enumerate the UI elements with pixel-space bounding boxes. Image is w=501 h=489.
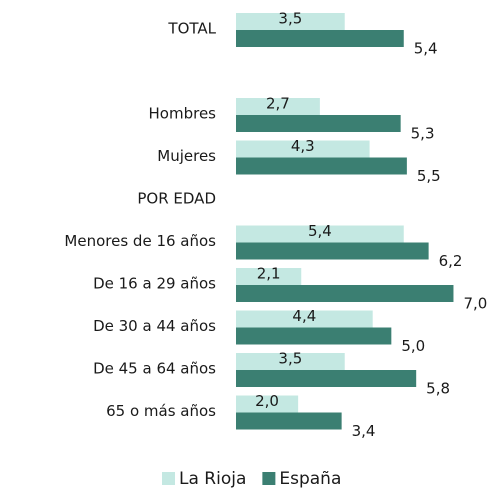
bar	[236, 242, 429, 260]
bar	[236, 268, 302, 285]
bar	[236, 395, 299, 413]
value-label: 5,5	[417, 167, 441, 185]
bar	[236, 412, 342, 430]
bar	[236, 353, 345, 370]
category-label: De 30 a 44 años	[93, 317, 216, 335]
bar	[236, 225, 404, 243]
value-label: 2,1	[257, 265, 281, 283]
value-label: 5,4	[414, 40, 438, 58]
bar	[236, 285, 454, 302]
value-label: 5,8	[426, 380, 450, 398]
value-label: 3,5	[278, 350, 302, 368]
category-label: Menores de 16 años	[64, 232, 216, 250]
value-label: 5,3	[411, 125, 435, 143]
value-label: 5,0	[401, 337, 425, 355]
legend-label: La Rioja	[179, 469, 246, 489]
bar	[236, 370, 417, 387]
category-label: 65 o más años	[106, 402, 216, 420]
value-label: 3,5	[278, 10, 302, 28]
value-label: 3,4	[352, 422, 376, 440]
legend-label: España	[279, 469, 341, 489]
legend-swatch	[162, 472, 175, 485]
value-label: 2,0	[255, 392, 279, 410]
bar	[236, 13, 345, 30]
legend-swatch	[262, 472, 276, 485]
value-label: 7,0	[463, 295, 487, 313]
value-label: 4,3	[291, 137, 315, 155]
bar	[236, 98, 320, 115]
category-label: TOTAL	[167, 20, 216, 38]
value-label: 4,4	[292, 307, 316, 325]
category-label: Mujeres	[157, 147, 216, 165]
value-label: 6,2	[439, 252, 463, 270]
bar	[236, 157, 407, 175]
bar	[236, 310, 373, 328]
bar	[236, 327, 392, 345]
category-label: De 16 a 29 años	[93, 275, 216, 293]
category-label: POR EDAD	[137, 190, 216, 208]
category-label: Hombres	[149, 105, 217, 123]
value-label: 5,4	[308, 222, 332, 240]
bar	[236, 115, 401, 132]
bar	[236, 30, 404, 47]
bar	[236, 140, 370, 158]
value-label: 2,7	[266, 95, 290, 113]
category-label: De 45 a 64 años	[93, 360, 216, 378]
